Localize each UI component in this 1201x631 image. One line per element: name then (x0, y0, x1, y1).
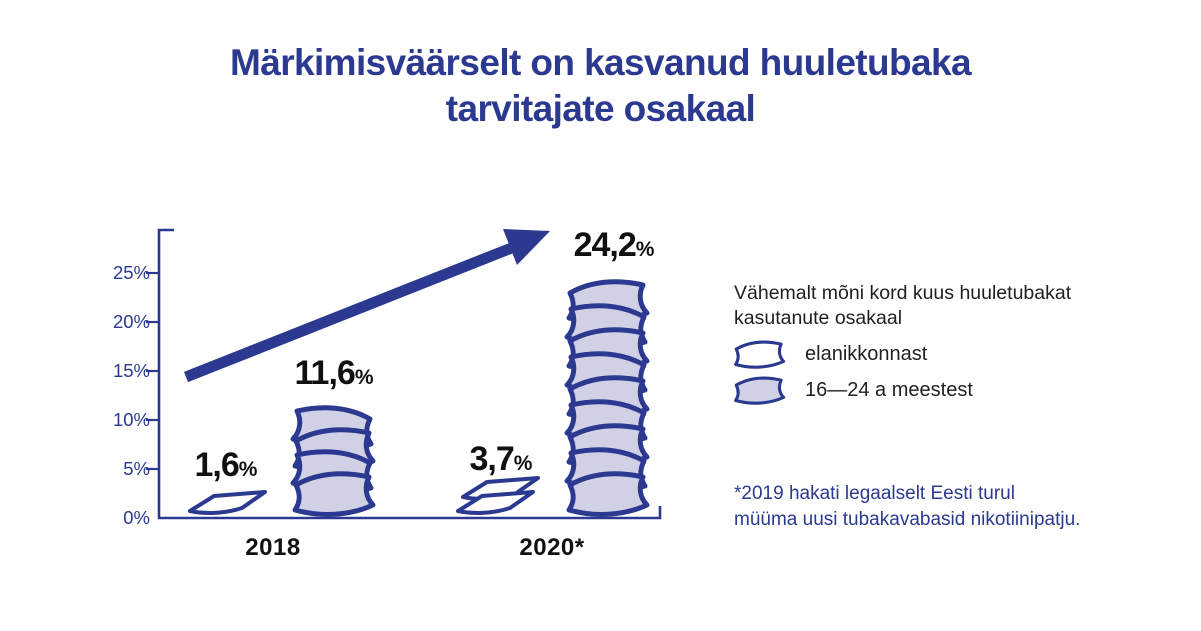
white-pouch-icon (734, 340, 786, 369)
legend-title: Vähemalt mõni kord kuus huuletubakat kas… (734, 282, 1072, 329)
y-axis-ticks (146, 271, 159, 471)
legend-item-population: elanikkonnast (730, 338, 927, 370)
chart-title-line1: Märkimisväärselt on kasvanud huuletubaka (230, 42, 972, 83)
value-number: 24,2 (573, 226, 637, 264)
pictogram-2018-population (188, 490, 267, 515)
value-number: 1,6 (194, 446, 240, 484)
y-tick-label-25: 25% (112, 262, 150, 283)
x-tick-label-2018: 2018 (245, 534, 301, 561)
percent-sign: % (354, 366, 374, 389)
y-tick-label-15: 15% (112, 360, 150, 381)
y-tick-label-5: 5% (123, 458, 150, 479)
value-label-2018-men: 11,6% (254, 354, 414, 393)
y-tick-label-20: 20% (112, 311, 150, 332)
axis-lines (157, 228, 662, 520)
value-number: 11,6 (294, 354, 356, 392)
chart-title-line2: tarvitajate osakaal (445, 87, 756, 129)
chart-title: Märkimisväärselt on kasvanud huuletubaka… (0, 40, 1201, 131)
pictogram-2020-men16-24 (567, 282, 647, 515)
pouch-icon (188, 490, 267, 515)
pouch-icon (295, 474, 373, 515)
footnote-line1: *2019 hakati legaalselt Eesti turul (734, 483, 1015, 504)
percent-sign: % (635, 238, 655, 261)
footnote: *2019 hakati legaalselt Eesti turul müüma… (734, 481, 1164, 533)
pouch-icon (569, 474, 647, 515)
growth-arrow (183, 229, 550, 383)
lavender-pouch-icon (734, 376, 786, 405)
x-tick-label-2020: 2020* (519, 534, 585, 561)
legend-label-population: elanikkonnast (805, 342, 928, 365)
pictogram-2020-population (456, 476, 540, 515)
value-label-2018-population: 1,6% (146, 446, 306, 485)
y-tick-label-0: 0% (123, 507, 150, 528)
y-tick-label-10: 10% (112, 409, 150, 430)
footnote-line2: müüma uusi tubakavabasid nikotiinipatju. (734, 509, 1081, 530)
legend-label-men16-24: 16—24 a meestest (805, 378, 973, 401)
percent-sign: % (238, 458, 258, 481)
value-label-2020-men: 24,2% (534, 226, 694, 265)
percent-sign: % (513, 452, 533, 475)
value-label-2020-population: 3,7% (421, 440, 581, 479)
value-number: 3,7 (469, 440, 515, 478)
legend-item-men16-24: 16—24 a meestest (730, 374, 973, 406)
